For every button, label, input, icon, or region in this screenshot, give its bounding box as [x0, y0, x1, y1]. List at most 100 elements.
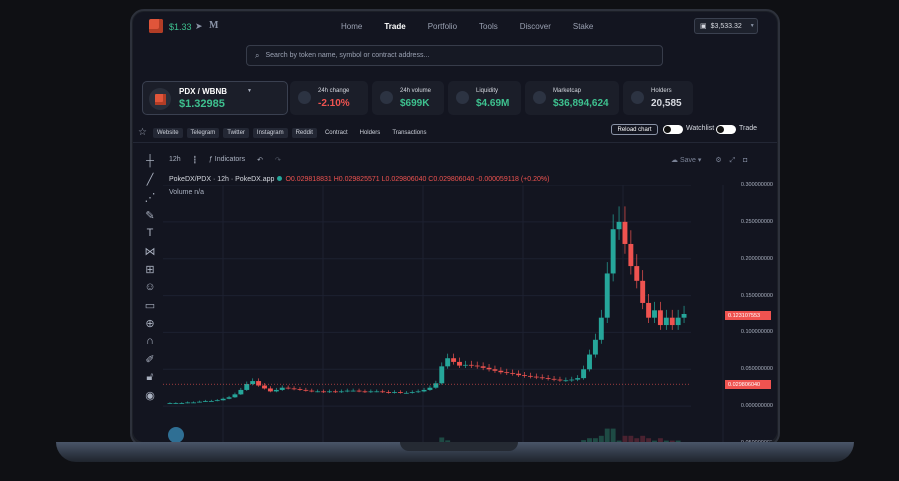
magnet-icon[interactable]: ∩ — [146, 335, 154, 347]
candle-body — [545, 378, 551, 379]
pair-card[interactable]: PDX / WBNB ▼ $1.32985 — [142, 81, 288, 115]
candle-body — [657, 310, 663, 326]
lock-drawing-icon[interactable]: ✐ — [145, 354, 155, 366]
candle-body — [427, 387, 433, 390]
candle-body — [439, 366, 445, 384]
stat-value: $4.69M — [476, 98, 510, 109]
candle-body — [185, 402, 191, 404]
ruler-icon[interactable]: ▭ — [144, 300, 156, 312]
nav-link-tools[interactable]: Tools — [479, 22, 498, 31]
tag-reddit[interactable]: Reddit — [291, 127, 317, 138]
watchlist-toggle[interactable] — [663, 125, 683, 134]
candle-body — [581, 369, 587, 379]
settings-icon[interactable]: ⚙ — [715, 157, 722, 164]
candle-body — [368, 391, 374, 393]
text-icon[interactable]: T — [146, 227, 154, 239]
stat-card-4: Holders 20,585 — [623, 81, 693, 115]
candle-body — [409, 392, 415, 393]
candle-type-icon[interactable]: ┇ — [192, 157, 197, 164]
tradingview-logo[interactable] — [168, 427, 184, 442]
fib-icon[interactable]: ⋰ — [144, 192, 156, 204]
candle-body — [356, 390, 362, 392]
tag-transactions[interactable]: Transactions — [392, 129, 427, 136]
candle-body — [291, 388, 297, 390]
stat-card-1: 24h volume $699K — [372, 81, 444, 115]
emoji-icon[interactable]: ☺ — [144, 281, 156, 293]
watchlist-label: Watchlist — [686, 125, 715, 132]
zoom-icon[interactable]: ⊕ — [145, 318, 155, 330]
lock-icon[interactable]: 🔓︎ — [146, 371, 154, 383]
tag-contract[interactable]: Contract — [324, 129, 348, 136]
stat-card-0: 24h change -2.10% — [290, 81, 368, 115]
stat-label: 24h volume — [400, 88, 432, 94]
candle-body — [309, 390, 315, 392]
eye-icon[interactable]: ◉ — [145, 390, 155, 402]
candle-body — [279, 387, 285, 390]
volume-bar — [622, 435, 628, 442]
candle-body — [338, 391, 344, 393]
y-tick-label: 0.100000000 — [740, 329, 773, 336]
candlestick-plot[interactable] — [163, 185, 727, 442]
measure-icon[interactable]: ⊞ — [145, 264, 155, 276]
tag-holders[interactable]: Holders — [359, 129, 381, 136]
crosshair-icon[interactable]: ┼ — [146, 155, 154, 167]
tag-telegram[interactable]: Telegram — [186, 127, 220, 138]
candle-body — [374, 391, 380, 393]
tag-twitter[interactable]: Twitter — [223, 127, 249, 138]
save-label: Save — [679, 157, 696, 164]
indicators-button[interactable]: ƒ Indicators — [209, 156, 245, 164]
candle-body — [315, 391, 321, 393]
brush-icon[interactable]: ✎ — [145, 210, 155, 222]
candle-body — [628, 243, 634, 267]
candle-body — [675, 317, 681, 326]
candle-body — [646, 302, 652, 318]
stat-icon — [380, 91, 393, 104]
y-tick-label: 0.150000000 — [740, 292, 773, 299]
nav-link-portfolio[interactable]: Portfolio — [427, 22, 458, 31]
fullscreen-icon[interactable]: ⤢ — [729, 157, 736, 164]
search-input[interactable]: ⌕ Search by token name, symbol or contra… — [246, 45, 663, 66]
medium-icon[interactable]: M — [209, 20, 219, 31]
volume-bar — [445, 440, 451, 442]
candle-body — [492, 369, 498, 371]
candle-body — [327, 391, 332, 393]
candle-body — [527, 375, 533, 377]
trend-line-icon[interactable]: ╱ — [146, 174, 154, 186]
redo-icon[interactable]: ↷ — [275, 157, 281, 164]
candle-body — [486, 367, 492, 370]
volume-bar — [646, 438, 652, 442]
undo-icon[interactable]: ↶ — [257, 157, 263, 164]
status-dot — [277, 176, 283, 181]
volume-bar — [439, 437, 445, 442]
nav-link-discover[interactable]: Discover — [519, 22, 551, 31]
candle-body — [244, 384, 250, 390]
stat-label: Marketcap — [553, 88, 582, 94]
tag-website[interactable]: Website — [152, 127, 183, 138]
link-tags: ☆ Website Telegram Twitter Instagram Reddit C… — [138, 127, 430, 138]
candle-body — [262, 385, 267, 389]
candle-body — [392, 392, 397, 393]
candle-body — [569, 379, 575, 381]
save-button[interactable]: ☁ Save ▾ ⚙ ⤢ ◘ — [671, 157, 748, 164]
nav-link-trade[interactable]: Trade — [384, 22, 406, 31]
reload-chart-button[interactable]: Reload chart — [611, 124, 658, 135]
chart-panel: ┼ ╱ ⋰ ✎ T ⋈ ⊞ ☺ ▭ ⊕ ∩ ✐ 🔓︎ ◉ 12h ┇ ƒ Ind… — [133, 142, 777, 442]
interval-button[interactable]: 12h — [169, 156, 181, 163]
nav-link-home[interactable]: Home — [341, 22, 363, 31]
volume-bar — [587, 438, 592, 442]
pattern-icon[interactable]: ⋈ — [144, 246, 156, 258]
nav-link-stake[interactable]: Stake — [572, 22, 594, 31]
trade-toggle[interactable] — [716, 125, 736, 134]
star-icon[interactable]: ☆ — [138, 127, 147, 138]
candle-body — [504, 372, 510, 374]
tag-instagram[interactable]: Instagram — [252, 127, 288, 138]
camera-icon[interactable]: ◘ — [743, 157, 748, 164]
candle-body — [167, 403, 173, 404]
telegram-icon[interactable]: ➤ — [195, 21, 203, 31]
stat-value: $36,894,624 — [553, 98, 609, 109]
volume-bar — [581, 440, 587, 442]
wallet-button[interactable]: ▣ $3,533.32 ▼ — [694, 18, 758, 34]
logo-icon[interactable] — [149, 19, 163, 33]
volume-bar — [663, 440, 669, 442]
candle-body — [522, 375, 527, 376]
